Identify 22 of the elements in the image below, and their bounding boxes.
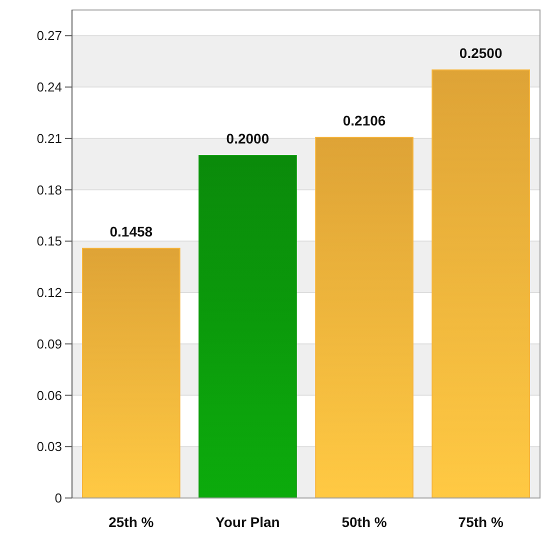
y-tick-label: 0: [54, 490, 62, 506]
x-tick-label: 75th %: [458, 514, 504, 530]
x-tick-label: Your Plan: [216, 514, 280, 530]
bar: [82, 248, 180, 498]
x-tick-label: 50th %: [342, 514, 388, 530]
y-tick-label: 0.18: [36, 182, 62, 198]
y-tick-label: 0.15: [36, 234, 62, 249]
x-tick-label: 25th %: [108, 514, 154, 530]
y-tick-label: 0.27: [36, 28, 62, 44]
data-label: 0.1458: [110, 223, 153, 240]
data-label: 0.2106: [342, 112, 386, 128]
y-tick-label: 0.06: [36, 388, 62, 403]
y-tick-label: 0.21: [36, 130, 62, 146]
y-tick-label: 0.12: [36, 285, 62, 300]
y-tick-label: 0.09: [36, 336, 62, 352]
y-tick-label: 0.03: [36, 439, 62, 454]
bar: [432, 69, 530, 498]
y-tick-label: 0.24: [36, 80, 62, 95]
data-label: 0.2500: [459, 44, 502, 61]
bar: [315, 136, 414, 498]
bar: [198, 155, 297, 498]
data-label: 0.2000: [226, 130, 270, 147]
